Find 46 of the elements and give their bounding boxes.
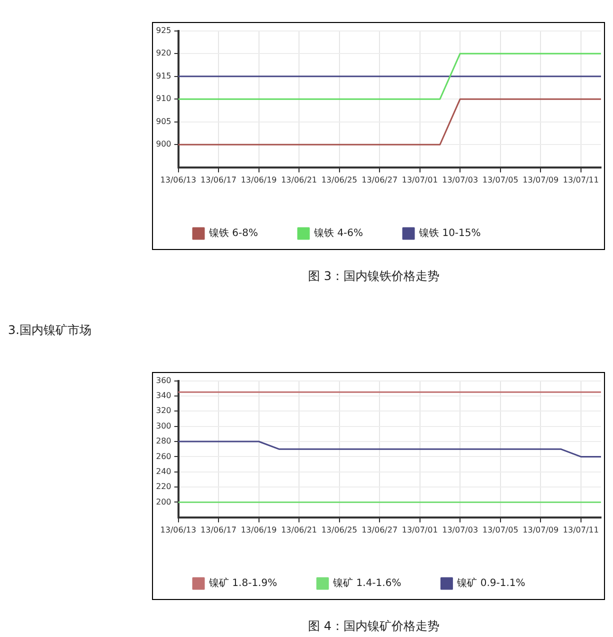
legend-label: 镍矿 0.9-1.1% (456, 577, 526, 590)
legend-label: 镍铁 4-6% (313, 227, 364, 240)
x-tick-label: 13/07/05 (482, 175, 518, 184)
x-tick-label: 13/06/13 (160, 175, 196, 184)
y-tick-label: 905 (156, 116, 172, 126)
y-tick-label: 915 (156, 71, 172, 80)
x-tick-label: 13/06/21 (281, 175, 318, 184)
y-tick-label: 910 (156, 94, 172, 104)
x-tick-label: 13/07/01 (402, 175, 438, 184)
y-tick-label: 280 (156, 436, 172, 446)
x-tick-label: 13/06/19 (240, 525, 277, 534)
y-tick-label: 200 (156, 497, 172, 506)
text: 3.国内镍矿市场 (8, 322, 92, 339)
x-tick-label: 13/07/03 (442, 525, 478, 534)
y-tick-label: 340 (156, 391, 172, 400)
y-tick-label: 925 (156, 26, 172, 35)
x-tick-label: 13/07/11 (562, 175, 599, 184)
x-tick-label: 13/07/05 (482, 525, 518, 534)
x-tick-label: 13/06/25 (321, 175, 358, 184)
x-tick-label: 13/06/25 (321, 525, 358, 534)
x-tick-label: 13/07/01 (402, 525, 438, 534)
x-tick-label: 13/07/09 (522, 525, 559, 534)
legend-label: 镍矿 1.4-1.6% (332, 577, 402, 590)
x-tick-label: 13/06/27 (362, 175, 398, 184)
legend-label: 镍铁 6-8% (208, 227, 258, 240)
y-tick-label: 260 (156, 452, 172, 461)
y-tick-label: 220 (156, 482, 172, 492)
y-tick-label: 360 (156, 376, 172, 385)
y-tick-label: 920 (156, 48, 172, 58)
text: 图 3：国内镍铁价格走势 (308, 268, 440, 285)
x-tick-label: 13/06/27 (362, 525, 398, 534)
x-tick-label: 13/06/13 (160, 525, 196, 534)
x-tick-label: 13/07/03 (442, 175, 478, 184)
x-tick-label: 13/06/19 (240, 175, 277, 184)
x-tick-label: 13/07/11 (562, 525, 599, 534)
y-tick-label: 300 (156, 421, 172, 430)
legend-label: 镍矿 1.8-1.9% (208, 577, 278, 590)
x-tick-label: 13/07/09 (522, 175, 559, 184)
y-tick-label: 900 (156, 140, 172, 149)
x-tick-label: 13/06/17 (200, 525, 236, 534)
y-tick-label: 240 (156, 466, 172, 476)
x-tick-label: 13/06/17 (200, 175, 236, 184)
x-tick-label: 13/06/21 (281, 525, 318, 534)
text: 图 4：国内镍矿价格走势 (308, 618, 440, 635)
legend-label: 镍铁 10-15% (418, 227, 481, 240)
y-tick-label: 320 (156, 406, 172, 416)
